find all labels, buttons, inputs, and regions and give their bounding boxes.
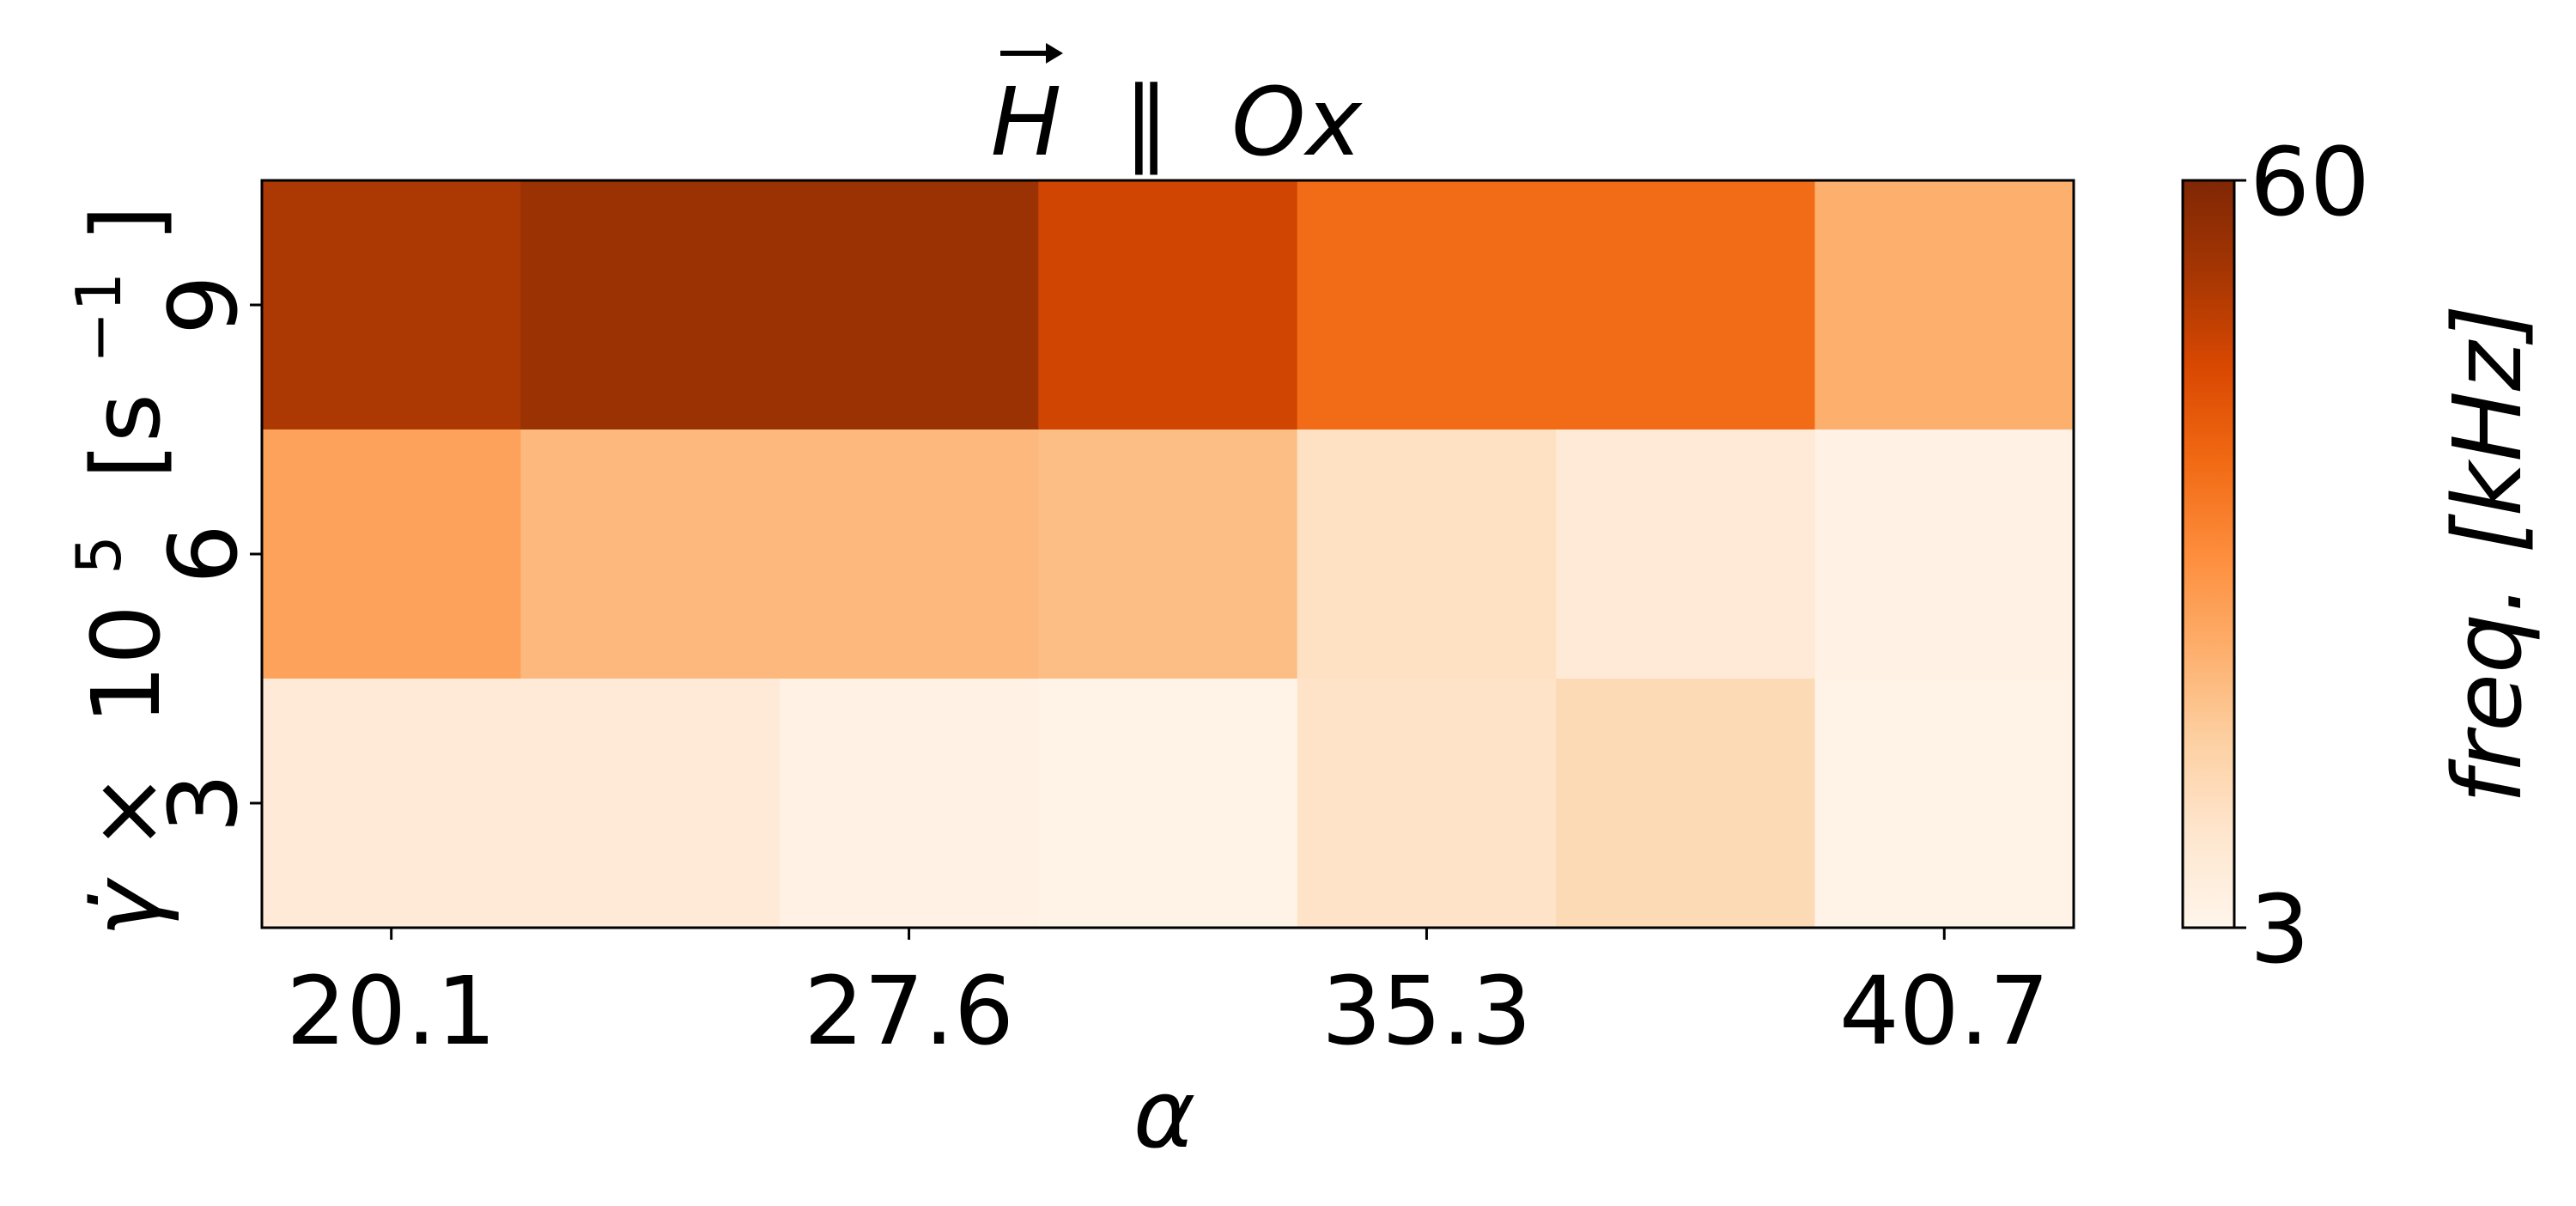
heatmap-cell	[779, 180, 1039, 430]
chart-title: H ∥ Ox	[991, 43, 1364, 177]
y-label-base: 10	[71, 605, 181, 725]
x-axis-ticks: 20.1 27.6 35.3 40.7	[286, 928, 2050, 1066]
heatmap-cell	[1038, 429, 1298, 679]
heatmap-cell	[1556, 679, 1816, 929]
y-label-unit-exponent: −1	[63, 272, 135, 363]
heatmap-cell	[262, 429, 522, 679]
heatmap-cell	[262, 679, 522, 929]
heatmap-cell	[520, 679, 781, 929]
heatmap-cell	[1297, 679, 1557, 929]
heatmap-cell	[1814, 679, 2075, 929]
x-tick-label: 27.6	[804, 956, 1014, 1066]
y-axis-ticks: 3 6 9	[149, 275, 262, 833]
x-tick-label: 20.1	[286, 956, 496, 1066]
colorbar-ticks: 3 60	[2234, 127, 2370, 984]
heatmap-cell	[779, 679, 1039, 929]
svg-text:γ̇ × 10 5: γ̇ × 10 5 [s −1 ]	[33, 205, 181, 937]
heatmap-cell	[1297, 429, 1557, 679]
title-vector-symbol: H	[991, 67, 1062, 177]
heatmap-cells	[262, 180, 2075, 929]
heatmap-cell	[779, 429, 1039, 679]
heatmap-cell	[262, 180, 522, 430]
heatmap-cell	[1038, 679, 1298, 929]
heatmap-cell	[1814, 429, 2075, 679]
y-label-unit-close: ]	[71, 205, 181, 242]
title-relation: ∥	[1123, 67, 1170, 177]
colorbar-tick-label: 60	[2250, 127, 2370, 237]
x-tick-label: 40.7	[1839, 956, 2050, 1066]
y-label-unit-open: [s	[71, 393, 181, 479]
title-vector-arrow-icon	[1000, 43, 1063, 64]
y-label-symbol: γ̇	[71, 877, 181, 937]
heatmap-cell	[1297, 180, 1557, 430]
heatmap-cell	[1038, 180, 1298, 430]
y-tick-label: 9	[149, 275, 258, 335]
y-label-exponent: 5	[63, 535, 135, 575]
title-axis: Ox	[1231, 67, 1364, 177]
heatmap-cell	[1556, 180, 1816, 430]
y-axis-label: γ̇ × 10 5 [s −1 ]	[33, 205, 181, 937]
y-tick-label: 6	[149, 524, 258, 584]
colorbar-label: freq. [kHz]	[2433, 304, 2543, 803]
heatmap-cell	[520, 180, 781, 430]
x-tick-label: 35.3	[1321, 956, 1532, 1066]
colorbar-gradient	[2181, 179, 2236, 929]
colorbar: 3 60 freq. [kHz]	[2181, 127, 2543, 984]
heatmap-cell	[1556, 429, 1816, 679]
heatmap-cell	[1814, 180, 2075, 430]
y-tick-label: 3	[149, 773, 258, 833]
heatmap-cell	[520, 429, 781, 679]
y-label-times: ×	[71, 772, 181, 851]
colorbar-tick-label: 3	[2250, 874, 2310, 984]
x-axis-label: α	[1133, 1059, 1196, 1169]
